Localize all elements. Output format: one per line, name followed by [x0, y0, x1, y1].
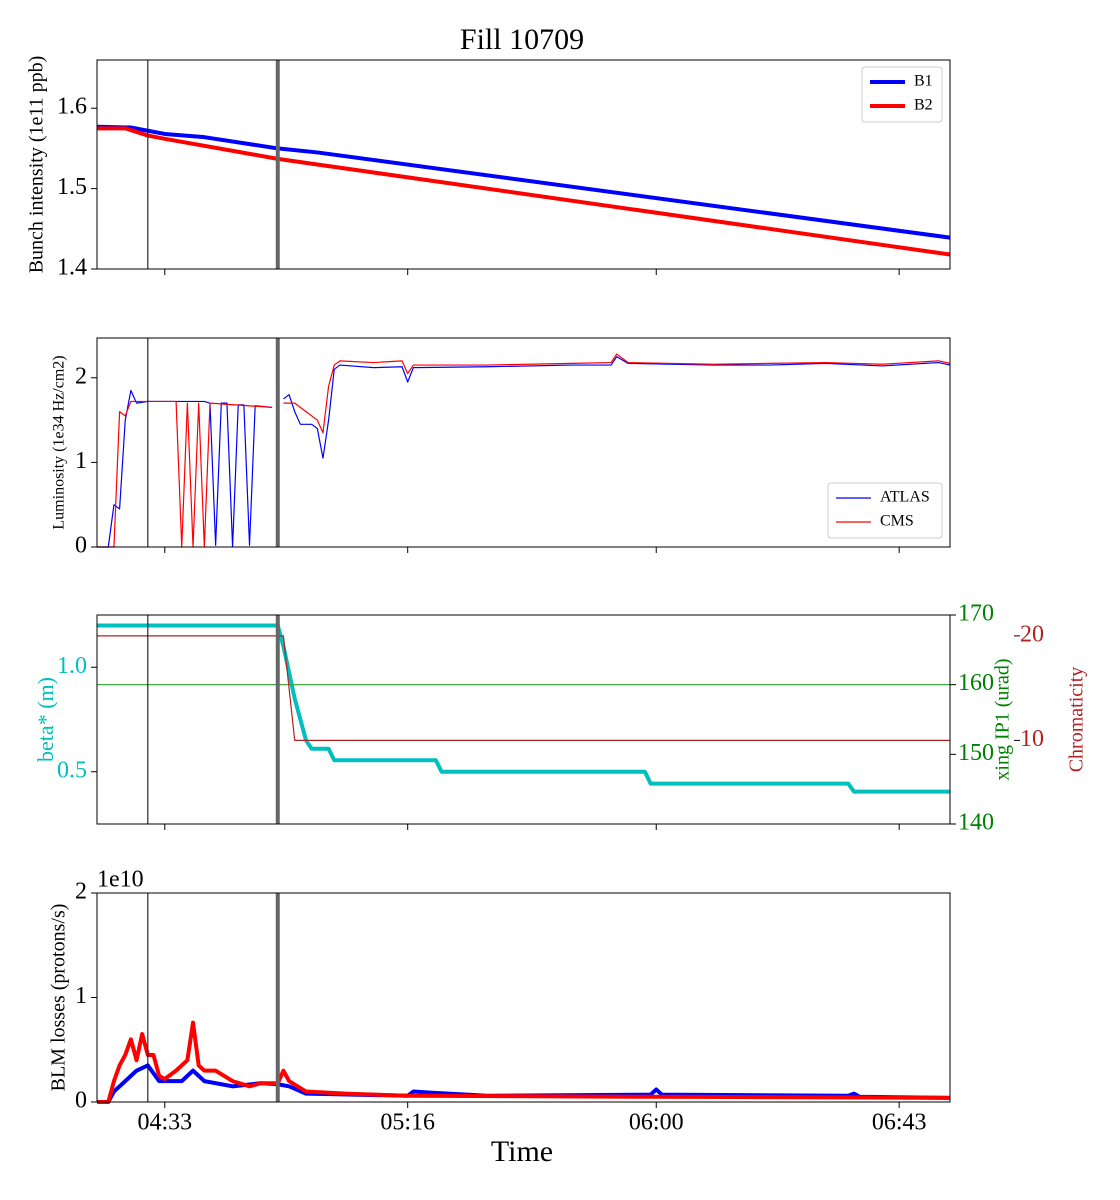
- series-line: [97, 353, 951, 548]
- y3-tick-label: 10: [1020, 726, 1044, 752]
- y-tick-label: 1: [75, 448, 87, 474]
- series-line: [97, 1063, 951, 1104]
- legend-label: B1: [914, 73, 933, 90]
- y2-tick-label: 170: [958, 601, 994, 627]
- plot-frame: [96, 614, 951, 825]
- series-line: [97, 635, 950, 741]
- legend-label: B2: [914, 97, 933, 114]
- y-tick-label: 1.4: [57, 255, 87, 281]
- legend-box: [827, 482, 943, 539]
- y2-axis-label: xing IP1 (urad): [992, 658, 1014, 780]
- y2-tick-label: 140: [958, 810, 994, 836]
- y3-tick-label: 20: [1020, 621, 1044, 647]
- x-tick-label: 06:43: [872, 1110, 927, 1136]
- y-axis-label: Luminosity (1e34 Hz/cm2): [51, 355, 68, 529]
- series-line: [96, 124, 951, 240]
- legend-label: ATLAS: [880, 489, 930, 506]
- plot-frame: [96, 337, 951, 548]
- y-tick-label: 1.6: [57, 94, 87, 120]
- y-axis-label: Bunch intensity (1e11 ppb): [26, 56, 48, 274]
- y-tick-label: 2: [75, 879, 87, 905]
- y-axis-label: BLM losses (protons/s): [48, 904, 70, 1092]
- y-offset-label: 1e10: [97, 867, 144, 893]
- y-tick-label: 0: [75, 1088, 87, 1114]
- series-line: [97, 623, 950, 794]
- y-tick-label: 1.0: [57, 653, 87, 679]
- y-tick-label: 1.5: [57, 174, 87, 200]
- x-axis-label: Time: [491, 1135, 553, 1168]
- plot-frame: [96, 59, 951, 270]
- figure-title: Fill 10709: [460, 23, 584, 56]
- x-tick-label: 04:33: [137, 1110, 192, 1136]
- series-line: [97, 1020, 951, 1104]
- y-tick-label: 0: [75, 533, 87, 559]
- y3-axis-label: Chromaticity: [1066, 667, 1088, 773]
- y2-tick-label: 150: [958, 740, 994, 766]
- series-line: [97, 126, 951, 257]
- plot-frame: [96, 892, 951, 1103]
- series-line: [97, 356, 951, 548]
- y-tick-label: 2: [75, 363, 87, 389]
- x-tick-label: 06:00: [629, 1110, 684, 1136]
- y-axis-label: beta* (m): [33, 677, 58, 762]
- y2-tick-label: 160: [958, 670, 994, 696]
- y-tick-label: 1: [75, 983, 87, 1009]
- x-tick-label: 05:16: [380, 1110, 435, 1136]
- y-tick-label: 0.5: [57, 757, 87, 783]
- legend-label: CMS: [880, 513, 914, 530]
